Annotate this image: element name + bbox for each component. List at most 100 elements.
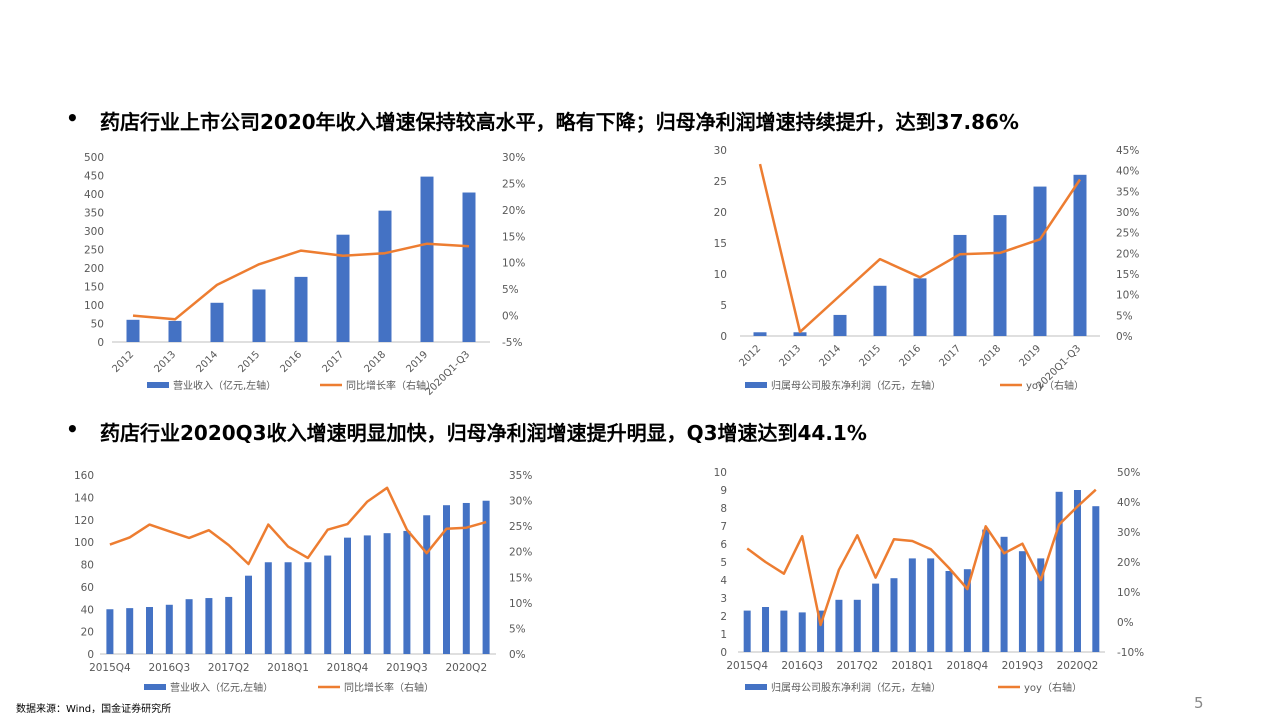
left-axis-tick-label: 20 [81, 627, 94, 639]
left-axis-tick-label: 25 [714, 176, 727, 188]
right-axis-tick-label: 10% [1117, 587, 1140, 599]
right-axis-tick-label: 30% [1117, 527, 1140, 539]
right-axis-tick-label: 5% [1116, 310, 1133, 322]
left-axis-tick-label: 450 [84, 171, 104, 183]
legend-bar-swatch [144, 684, 166, 690]
left-axis-tick-label: 5 [720, 300, 727, 312]
bar [284, 562, 292, 654]
x-axis-tick-label: 2020Q2 [445, 662, 487, 674]
right-axis-tick-label: 40% [1117, 497, 1140, 509]
headline-1: 药店行业上市公司2020年收入增速保持较高水平，略有下降；归母净利润增速持续提升… [100, 110, 1019, 134]
left-axis-tick-label: 300 [84, 226, 104, 238]
legend-bar-label: 归属母公司股东净利润（亿元，左轴） [771, 681, 941, 694]
bar [890, 578, 898, 652]
bar [753, 332, 767, 336]
left-axis-tick-label: 100 [84, 300, 104, 312]
bar [443, 505, 450, 654]
right-axis-tick-label: 30% [502, 152, 525, 164]
right-axis-tick-label: 20% [502, 205, 525, 217]
bar [913, 278, 927, 336]
x-axis-tick-label: 2016Q3 [148, 662, 190, 674]
left-axis-tick-label: 7 [720, 521, 727, 533]
right-axis-tick-label: 30% [509, 496, 532, 508]
bar [462, 192, 476, 342]
right-axis-tick-label: 20% [509, 547, 532, 559]
right-axis-tick-label: 0% [509, 649, 526, 661]
bar [126, 319, 140, 342]
bar [835, 599, 843, 652]
left-axis-tick-label: 160 [74, 470, 94, 482]
left-axis-tick-label: 120 [74, 515, 94, 527]
right-axis-tick-label: 10% [509, 598, 532, 610]
bar [336, 234, 350, 342]
right-axis-tick-label: 5% [502, 284, 519, 296]
bar [462, 502, 470, 654]
bar [1037, 558, 1045, 652]
bar [264, 562, 272, 654]
left-axis-tick-label: 100 [74, 537, 94, 549]
right-axis-tick-label: 35% [509, 470, 532, 482]
x-axis-tick-label: 2019Q3 [386, 662, 428, 674]
x-axis-tick-label: 2018Q4 [327, 662, 369, 674]
bar [205, 598, 213, 654]
bar [833, 314, 847, 336]
x-axis-tick-label: 2017Q2 [208, 662, 250, 674]
right-axis-tick-label: 25% [1116, 228, 1139, 240]
left-axis-tick-label: 40 [81, 604, 94, 616]
left-axis-tick-label: 80 [81, 560, 94, 572]
x-axis-tick-label: 2019Q3 [1002, 660, 1044, 672]
bar [324, 555, 332, 654]
bar [953, 234, 967, 336]
x-axis-tick-label: 2016Q3 [781, 660, 823, 672]
left-axis-tick-label: 250 [84, 245, 104, 257]
legend-bar-swatch [147, 382, 169, 388]
x-axis-tick-label: 2020Q2 [1057, 660, 1099, 672]
right-axis-tick-label: 30% [1116, 207, 1139, 219]
bar [146, 607, 153, 654]
bar [1055, 491, 1063, 652]
legend-bar-label: 营业收入（亿元,左轴） [173, 379, 276, 392]
x-axis-tick-label: 2018Q4 [947, 660, 989, 672]
left-axis-tick-label: 0 [87, 649, 94, 661]
bar [126, 608, 134, 654]
bar [963, 569, 971, 652]
bullet-1: • [66, 106, 79, 130]
left-axis-tick-label: 400 [84, 189, 104, 201]
headline-2: 药店行业2020Q3收入增速明显加快，归母净利润增速提升明显，Q3增速达到44.… [100, 421, 867, 445]
x-axis-tick-label: 2018Q1 [891, 660, 933, 672]
legend-bar-label: 归属母公司股东净利润（亿元，左轴） [771, 379, 941, 392]
right-axis-tick-label: 25% [502, 178, 525, 190]
legend-line-label: yoy（右轴） [1026, 379, 1084, 392]
right-axis-tick-label: 0% [1117, 617, 1134, 629]
left-axis-tick-label: 8 [720, 503, 727, 515]
growth-line [758, 163, 1082, 334]
right-axis-tick-label: -5% [502, 337, 522, 349]
bar [383, 533, 391, 654]
x-axis-tick-label: 2018Q1 [267, 662, 309, 674]
left-axis-tick-label: 140 [74, 492, 94, 504]
legend-line-label: 同比增长率（右轴） [344, 681, 434, 694]
right-axis-tick-label: 35% [1116, 186, 1139, 198]
left-axis-tick-label: 2 [720, 611, 727, 623]
right-axis-tick-label: 15% [1116, 269, 1139, 281]
bar [225, 596, 233, 654]
bar [817, 610, 825, 652]
left-axis-tick-label: 20 [714, 207, 727, 219]
bar [245, 575, 252, 654]
left-axis-tick-label: 200 [84, 263, 104, 275]
bar [294, 276, 308, 342]
bar [168, 320, 182, 342]
bar [106, 609, 114, 654]
data-source-note: 数据来源：Wind，国金证券研究所 [16, 704, 172, 715]
legend-bar-label: 营业收入（亿元,左轴） [170, 681, 273, 694]
bar [210, 302, 224, 342]
legend-line-label: yoy（右轴） [1024, 681, 1082, 694]
legend-bar-swatch [745, 382, 767, 388]
bar [927, 558, 935, 652]
x-axis-tick-label: 2017Q2 [836, 660, 878, 672]
right-axis-tick-label: 15% [509, 572, 532, 584]
left-axis-tick-label: 9 [720, 485, 727, 497]
left-axis-tick-label: 30 [714, 145, 727, 157]
